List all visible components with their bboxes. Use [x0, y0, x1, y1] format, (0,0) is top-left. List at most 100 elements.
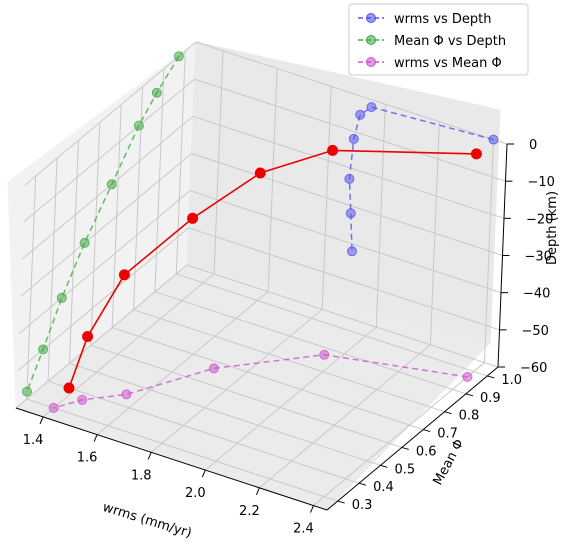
x-tick-label: 2.4	[293, 522, 314, 537]
series-point-0	[348, 133, 359, 144]
series-point-1	[106, 179, 117, 190]
y-tick-mark	[380, 464, 388, 468]
series-point-0	[488, 134, 499, 145]
grid-line-z-left	[18, 190, 191, 335]
x-tick-mark	[147, 452, 152, 460]
axes: 1.4 1.6 1.8 2.0 2.2 2.4 0.30.40.50.60.70.80.91…	[15, 138, 555, 537]
grid-line-z-left	[23, 78, 195, 223]
y-tick-mark	[465, 393, 474, 397]
y-tick-label: 0.5	[394, 462, 415, 477]
legend-label: wrms vs Mean Φ	[394, 56, 502, 71]
grid-line-x-floor	[259, 344, 431, 489]
grid-line-x-floor	[313, 362, 485, 506]
grid-line-z-left	[24, 41, 197, 186]
series-line-2	[53, 354, 468, 409]
series-point-3	[82, 331, 94, 342]
grid-line-y-floor	[90, 344, 402, 448]
legend-box	[348, 3, 529, 76]
series-point-3	[327, 144, 339, 156]
grid-line-z-left	[20, 153, 192, 297]
y-tick-label: 0.3	[352, 498, 373, 513]
x-tick-mark	[201, 469, 206, 478]
series-point-1	[173, 51, 184, 62]
grid-line-x-floor	[150, 308, 323, 453]
series-point-2	[77, 394, 88, 405]
grid	[15, 41, 508, 506]
grid-line-z-back	[194, 78, 506, 182]
y-tick-label: 0.4	[373, 480, 394, 495]
legend: wrms vs Depth Mean Φ vs Depth wrms vs Me…	[348, 3, 529, 76]
series-point-0	[345, 208, 356, 219]
grid-line-x-floor	[42, 273, 215, 418]
grid-line-y-floor	[26, 398, 338, 502]
series-point-2	[462, 371, 473, 382]
series-line-1	[26, 55, 180, 392]
series-point-3	[118, 269, 130, 281]
series-layer	[22, 51, 499, 413]
series-point-1	[79, 237, 90, 248]
series-point-0	[366, 102, 377, 113]
series-point-1	[56, 292, 67, 303]
y-tick-label: 0.6	[416, 444, 437, 459]
grid-line-z-back	[191, 153, 503, 256]
grid-line-x-floor	[204, 326, 377, 471]
x-tick-label: 1.8	[131, 468, 152, 483]
legend-entry-meanphi-depth: Mean Φ vs Depth	[358, 34, 506, 49]
series-point-1	[22, 386, 32, 397]
x-tick-mark	[310, 505, 314, 513]
y-tick-mark	[337, 500, 345, 504]
x-tick-mark	[255, 487, 260, 496]
y-tick-mark	[444, 411, 452, 415]
y-axis-line	[326, 366, 499, 511]
z-tick-label: −50	[522, 324, 549, 339]
z-tick-label: −60	[520, 361, 547, 376]
x-tick-label: 2.0	[185, 486, 206, 501]
y-tick-label: 1.0	[501, 373, 522, 388]
grid-line-z-left	[15, 264, 188, 409]
grid-line-z-back	[192, 115, 505, 219]
z-tick-label: −20	[526, 212, 553, 227]
series-point-2	[48, 402, 59, 413]
z-tick-label: 0	[529, 138, 537, 153]
z-tick-label: −30	[525, 250, 552, 265]
y-tick-label: 0.8	[459, 409, 480, 424]
series-point-2	[319, 349, 330, 360]
y-tick-label: 0.9	[480, 391, 501, 406]
series-point-0	[355, 109, 366, 120]
series-point-1	[151, 87, 162, 98]
z-axis-label: Depth (km)	[545, 191, 560, 265]
grid-line-z-back	[189, 190, 502, 294]
x-axis-line	[15, 407, 328, 511]
series-point-0	[344, 173, 355, 184]
series-point-1	[38, 344, 49, 355]
y-tick-label: 0.7	[437, 427, 458, 442]
grid-line-y-floor	[176, 273, 488, 377]
series-point-3	[63, 382, 75, 394]
series-point-3	[470, 148, 482, 160]
series-point-3	[254, 167, 266, 179]
grid-line-y-floor	[133, 309, 445, 413]
series-point-2	[208, 363, 219, 374]
grid-line-z-left	[21, 115, 194, 260]
series-point-3	[187, 212, 199, 224]
y-tick-mark	[423, 429, 431, 433]
legend-entry-wrms-meanphi: wrms vs Mean Φ	[358, 56, 502, 71]
x-tick-mark	[39, 416, 44, 425]
y-tick-mark	[358, 482, 367, 486]
series-point-2	[121, 389, 132, 400]
legend-entry-wrms-depth: wrms vs Depth	[358, 12, 492, 27]
y-tick-mark	[401, 446, 409, 450]
grid-line-z-back	[186, 264, 499, 368]
x-tick-label: 1.4	[23, 433, 44, 448]
z-tick-label: −40	[523, 287, 550, 302]
x-tick-label: 2.2	[239, 504, 260, 519]
grid-line-z-back	[188, 227, 500, 331]
grid-line-y-floor	[69, 362, 381, 466]
series-point-1	[133, 120, 144, 131]
series-point-0	[347, 246, 357, 257]
z-tick-label: −10	[528, 175, 555, 190]
grid-line-x-floor	[96, 291, 269, 435]
x-tick-mark	[93, 434, 98, 442]
x-tick-label: 1.6	[77, 451, 98, 466]
